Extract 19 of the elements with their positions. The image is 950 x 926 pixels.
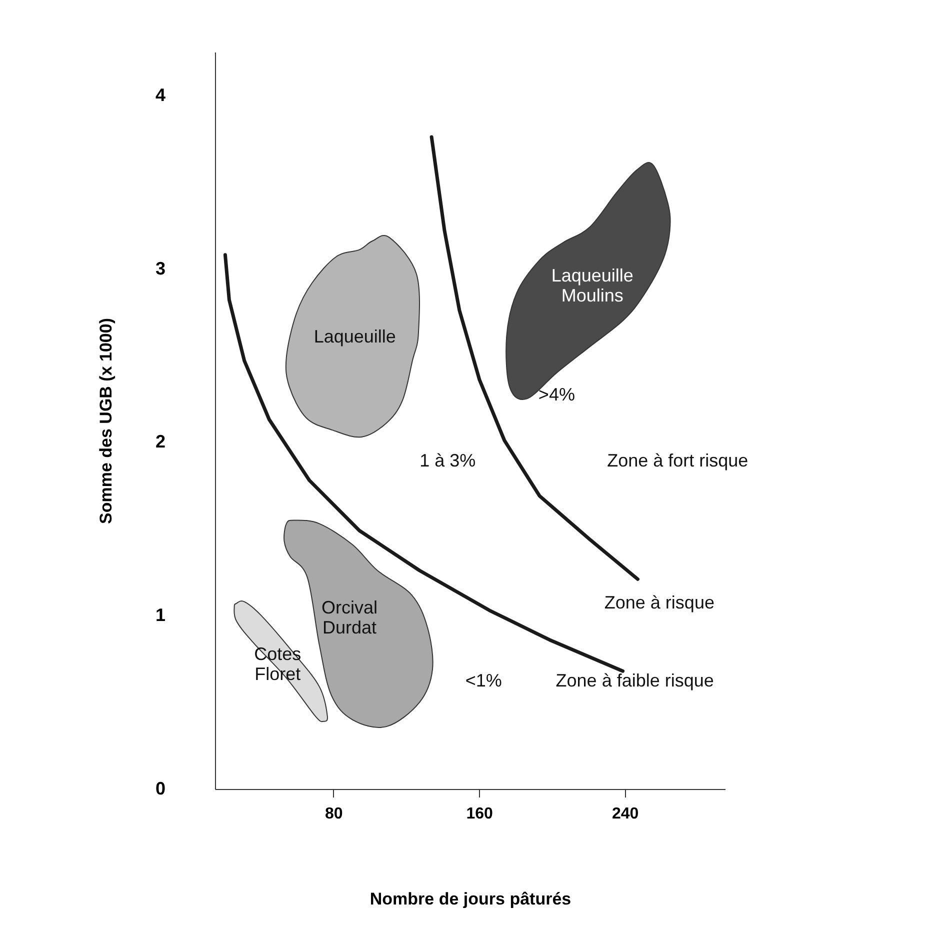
x-tick-label: 160 (466, 806, 494, 822)
series-label: Laqueuille (314, 326, 396, 347)
annotation: Zone à risque (604, 592, 714, 612)
y-tick-label: 4 (155, 84, 166, 105)
annotation: Zone à faible risque (556, 670, 714, 690)
x-tick-label: 240 (612, 806, 639, 822)
y-axis-title: Somme des UGB (x 1000) (96, 318, 116, 524)
series-label: Orcival Durdat (322, 598, 378, 638)
annotation: Zone à fort risque (607, 450, 748, 470)
annotation: 1 à 3% (420, 450, 476, 470)
annotation: <1% (465, 670, 502, 690)
y-tick-label: 0 (155, 778, 166, 798)
y-tick-label: 1 (155, 605, 166, 626)
series-label: Laqueuille Moulins (551, 266, 634, 306)
x-axis-title: Nombre de jours pâturés (370, 890, 572, 908)
x-tick-label: 80 (324, 806, 343, 822)
y-tick-label: 2 (155, 432, 166, 452)
y-tick-label: 3 (155, 258, 166, 278)
annotation: >4% (538, 384, 575, 404)
